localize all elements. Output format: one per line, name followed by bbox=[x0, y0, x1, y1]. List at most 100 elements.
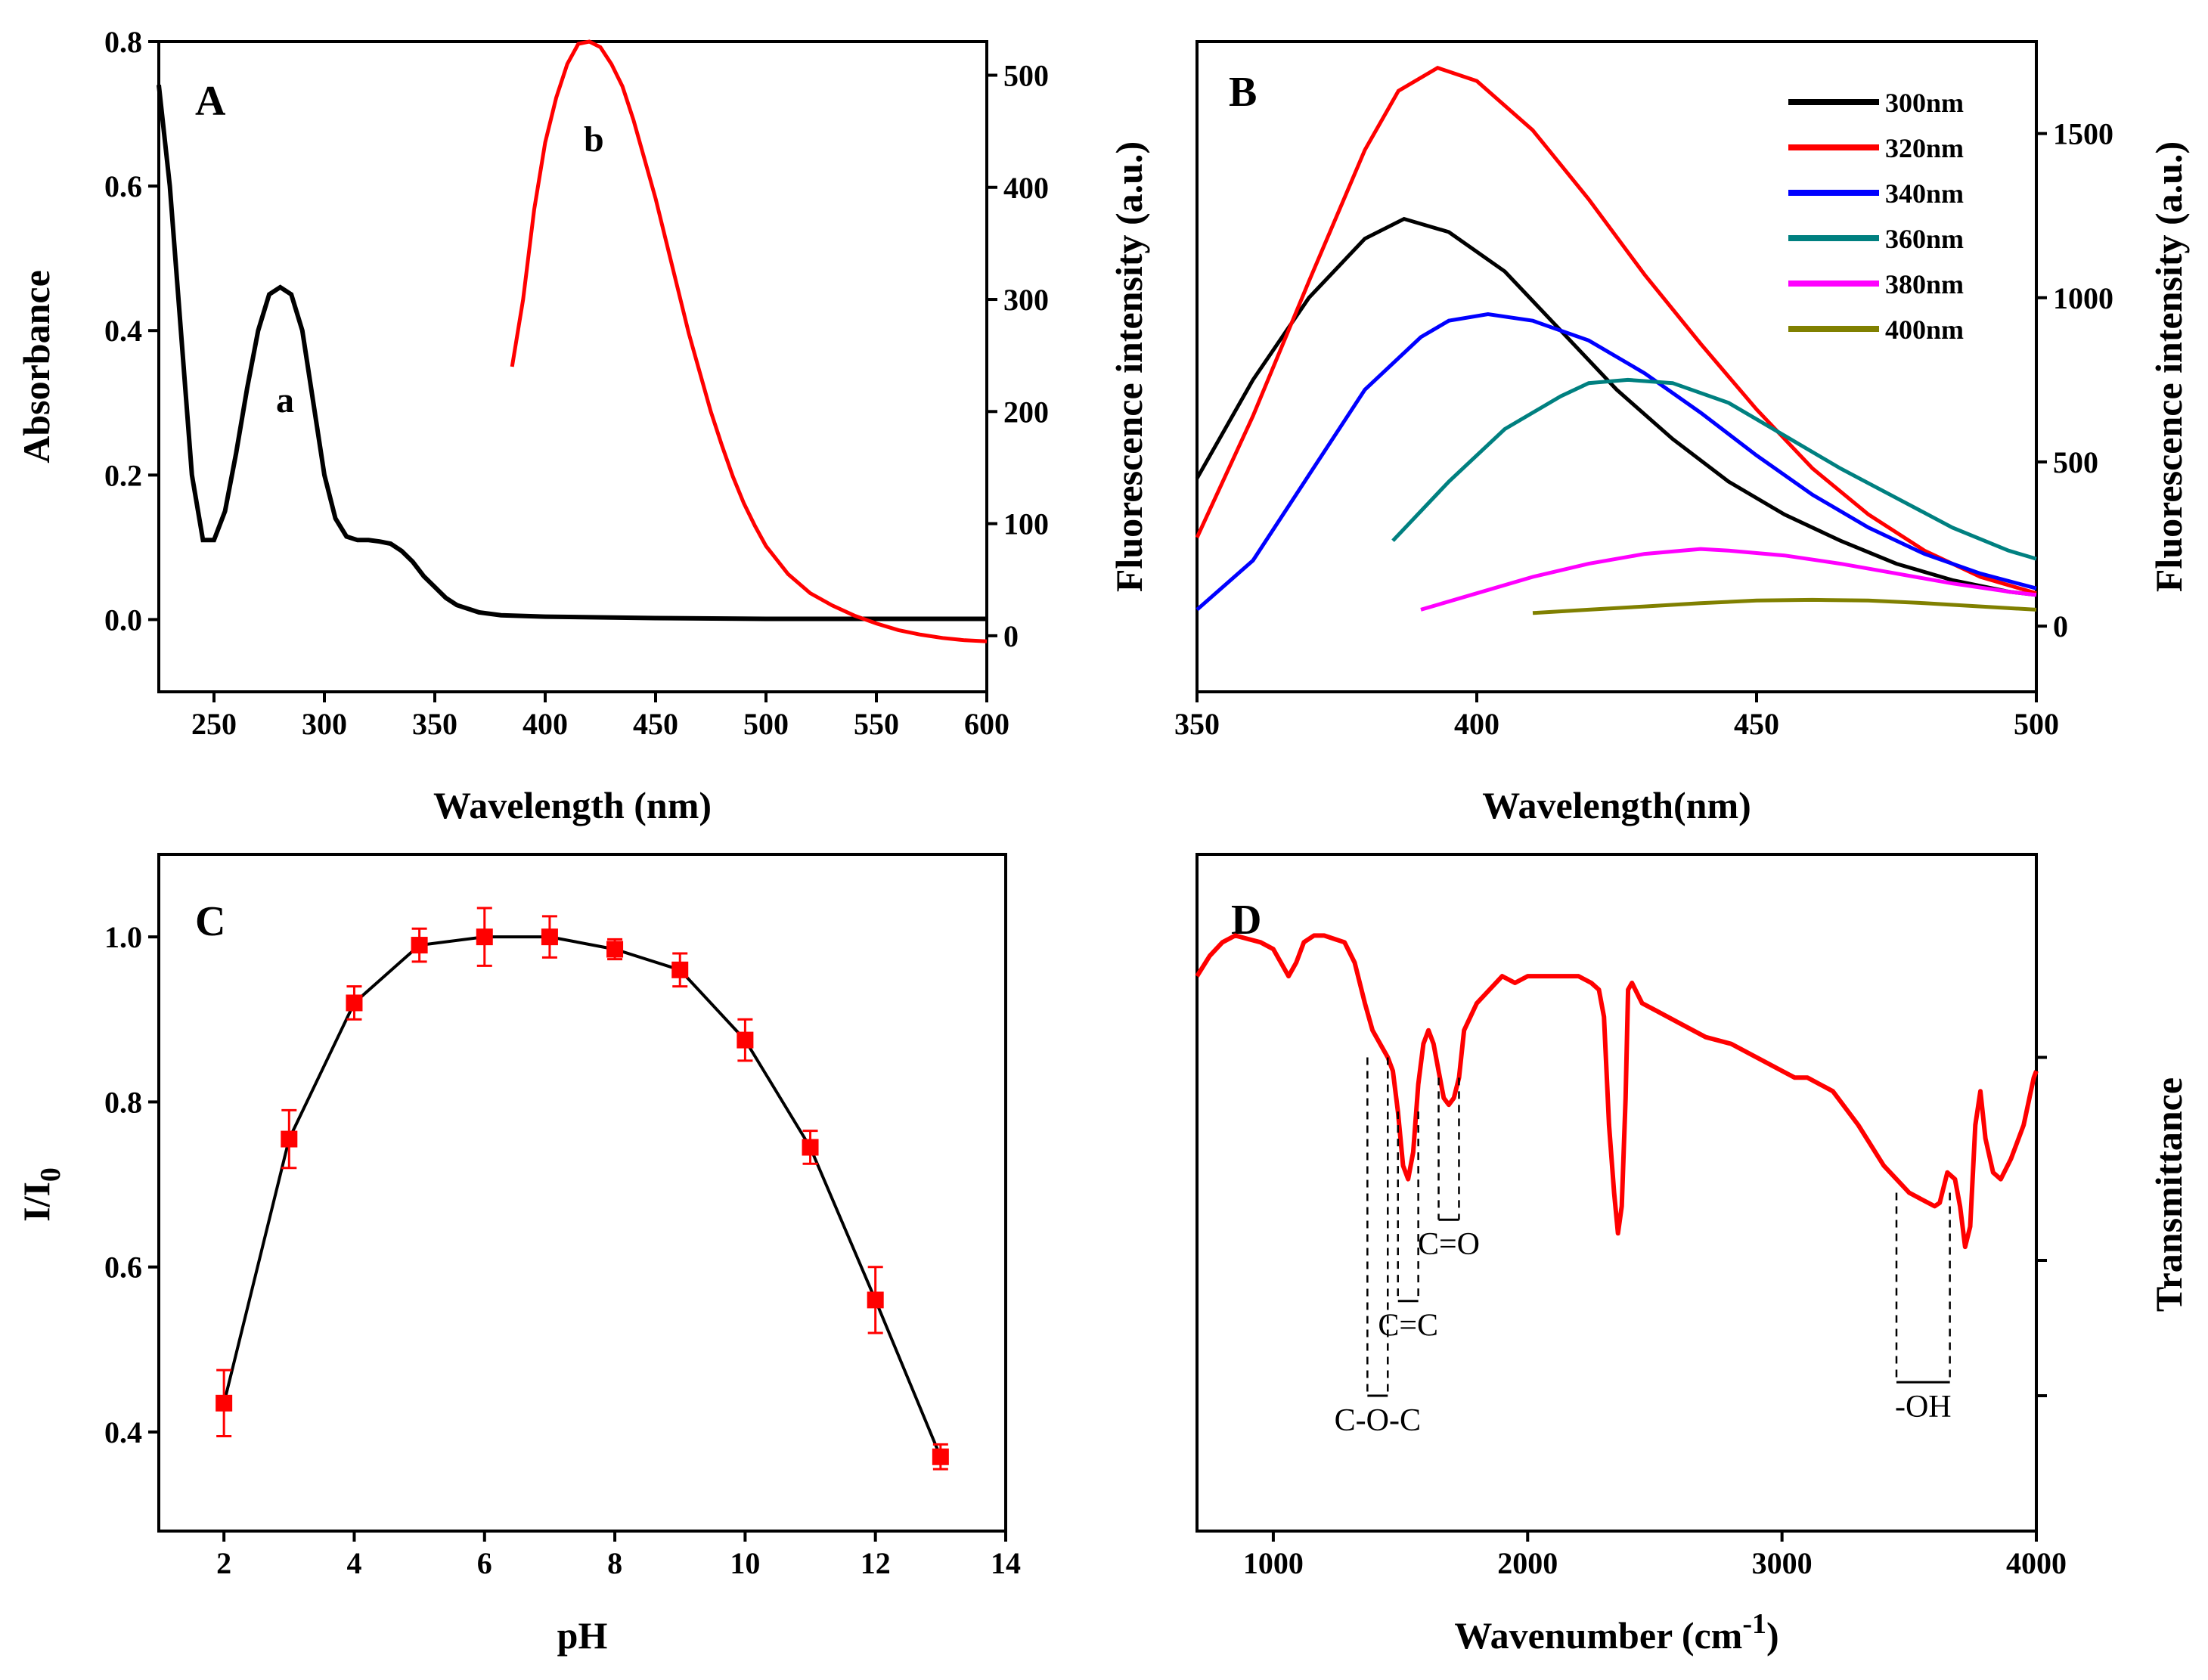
legend-label-340nm: 340nm bbox=[1885, 178, 1964, 209]
panel-d-xtick-label: 2000 bbox=[1497, 1546, 1558, 1580]
panel-a-curve-label-b: b bbox=[584, 119, 604, 160]
panel-a-left-ytick-label: 0.6 bbox=[104, 169, 142, 203]
panel-a-series-b-line bbox=[510, 39, 988, 643]
panel-a-left-ytick-label: 0.2 bbox=[104, 458, 142, 492]
panel-d-xlabel-sup: -1 bbox=[1742, 1608, 1766, 1640]
panel-c-xlabel: pH bbox=[557, 1614, 608, 1657]
panel-c-data-point bbox=[606, 941, 624, 958]
svg-text:I/I0: I/I0 bbox=[15, 1167, 67, 1222]
panel-c-data-point bbox=[541, 928, 558, 946]
legend-label-320nm: 320nm bbox=[1885, 133, 1964, 163]
panel-c-xtick-label: 6 bbox=[477, 1546, 492, 1580]
panel-b-xtick-label: 350 bbox=[1174, 707, 1220, 741]
panel-c-ytick-label: 0.6 bbox=[104, 1251, 142, 1285]
legend-label-400nm: 400nm bbox=[1885, 315, 1964, 345]
panel-b-right-ytick-label: 1500 bbox=[2053, 117, 2113, 151]
panel-c-ylabel-main: I/I bbox=[15, 1182, 57, 1222]
panel-c-data-point bbox=[216, 1394, 233, 1412]
panel-c-frame bbox=[157, 853, 1007, 1533]
panel-b-right-ytick-label: 0 bbox=[2053, 609, 2068, 643]
panel-a-series-a-line bbox=[157, 84, 987, 621]
panel-a-xtick-label: 600 bbox=[964, 707, 1009, 741]
panel-d-xtick-label: 1000 bbox=[1243, 1546, 1304, 1580]
panel-a-xtick-label: 450 bbox=[633, 707, 678, 741]
panel-d-xlabel-end: ) bbox=[1766, 1614, 1779, 1657]
panel-c-letter: C bbox=[195, 898, 225, 945]
panel-c-data-point bbox=[476, 928, 493, 946]
panel-a-frame bbox=[157, 40, 988, 693]
panel-a-xtick-label: 300 bbox=[302, 707, 347, 741]
panel-a: A Wavelength (nm) Absorbance Fluorescenc… bbox=[15, 25, 1150, 826]
panel-a-right-ytick-label: 500 bbox=[1003, 58, 1049, 92]
panel-b-series-340nm bbox=[1195, 312, 2037, 612]
panel-c-data-point bbox=[346, 994, 363, 1012]
panel-d-annot-label: -OH bbox=[1895, 1390, 1952, 1424]
panel-a-left-ytick-label: 0.0 bbox=[104, 603, 142, 637]
panel-c-ylabel: I/I0 bbox=[15, 1167, 67, 1222]
panel-a-right-ytick-label: 300 bbox=[1003, 283, 1049, 317]
panel-c-data-point bbox=[671, 961, 689, 978]
panel-b: B Wavelength(nm) Fluorescence intensity … bbox=[1174, 40, 2190, 826]
panel-a-curve-label-a: a bbox=[276, 380, 294, 420]
panel-b-xtick-label: 400 bbox=[1454, 707, 1499, 741]
panel-c-xtick-label: 14 bbox=[991, 1546, 1021, 1580]
panel-a-right-ytick-label: 0 bbox=[1003, 619, 1019, 653]
panel-b-series-360nm bbox=[1391, 377, 2037, 561]
panel-d-xtick-label: 3000 bbox=[1752, 1546, 1813, 1580]
panel-c-ytick-label: 1.0 bbox=[104, 920, 142, 954]
panel-a-right-ytick-label: 100 bbox=[1003, 507, 1049, 541]
panel-c-data-point bbox=[932, 1448, 949, 1465]
panel-d-frame bbox=[1195, 853, 2038, 1533]
panel-a-ylabel-right: Fluorescence intensity (a.u.) bbox=[1108, 141, 1150, 592]
panel-c-ylabel-sub: 0 bbox=[35, 1167, 67, 1182]
panel-c-xtick-label: 4 bbox=[346, 1546, 361, 1580]
panel-d-xlabel: Wavenumber (cm-1) bbox=[1454, 1608, 1778, 1657]
panel-c-line bbox=[222, 935, 942, 1458]
panel-b-frame bbox=[1195, 40, 2038, 693]
panel-a-xtick-label: 350 bbox=[412, 707, 457, 741]
panel-c-xtick-label: 12 bbox=[861, 1546, 891, 1580]
panel-d-xlabel-main: Wavenumber (cm bbox=[1454, 1614, 1742, 1657]
panel-a-right-ytick-label: 200 bbox=[1003, 395, 1049, 429]
panel-d-right-ticks bbox=[2036, 1055, 2047, 1397]
panel-d-annot-label: C=O bbox=[1418, 1227, 1480, 1262]
panel-a-right-ytick-label: 400 bbox=[1003, 171, 1049, 205]
panel-c-data-point bbox=[802, 1139, 819, 1156]
legend-label-300nm: 300nm bbox=[1885, 88, 1964, 118]
panel-a-left-ytick-label: 0.8 bbox=[104, 25, 142, 59]
panel-c-ytick-label: 0.4 bbox=[104, 1415, 142, 1449]
panel-b-xtick-label: 450 bbox=[1734, 707, 1779, 741]
panel-b-legend: 300nm 320nm 340nm 360nm 380nm 400nm bbox=[1788, 88, 1964, 345]
panel-c: C pH I/I0 2 4 6 8 10 12 14 0.4 0.6 0.8 1.0 bbox=[15, 853, 1021, 1657]
panel-a-xtick-label: 250 bbox=[191, 707, 237, 741]
panel-c-data-point bbox=[281, 1130, 298, 1148]
panel-b-letter: B bbox=[1229, 69, 1257, 116]
panel-d: D Wavenumber (cm-1) Transmittance 1000 20… bbox=[1195, 853, 2190, 1657]
panel-b-xtick-label: 500 bbox=[2014, 707, 2059, 741]
panel-d-ylabel-right: Transmittance bbox=[2148, 1077, 2190, 1312]
svg-text:Wavenumber (cm-1): Wavenumber (cm-1) bbox=[1454, 1608, 1778, 1657]
panel-a-ylabel-left: Absorbance bbox=[15, 270, 57, 463]
panel-c-xtick-label: 2 bbox=[216, 1546, 231, 1580]
panel-c-xtick-label: 10 bbox=[730, 1546, 760, 1580]
panel-b-right-ytick-label: 1000 bbox=[2053, 281, 2113, 315]
panel-d-annot-label: C-O-C bbox=[1335, 1403, 1421, 1438]
panel-a-left-ytick-label: 0.4 bbox=[104, 314, 142, 348]
panel-c-data-point bbox=[867, 1291, 884, 1309]
panel-a-xtick-label: 550 bbox=[854, 707, 899, 741]
panel-b-ylabel-right: Fluorescence intensity (a.u.) bbox=[2148, 141, 2190, 592]
panel-b-series-380nm bbox=[1420, 547, 2037, 612]
panel-b-right-ytick-label: 500 bbox=[2053, 445, 2098, 479]
panel-b-series-300nm bbox=[1195, 216, 2037, 597]
panel-c-ytick-label: 0.8 bbox=[104, 1085, 142, 1119]
panel-b-series-320nm bbox=[1195, 65, 2037, 596]
panel-b-xlabel: Wavelength(nm) bbox=[1482, 784, 1751, 826]
panel-a-xlabel: Wavelength (nm) bbox=[433, 784, 712, 826]
panel-a-xtick-label: 500 bbox=[743, 707, 789, 741]
panel-c-data-point bbox=[411, 937, 428, 954]
legend-label-360nm: 360nm bbox=[1885, 224, 1964, 254]
panel-c-xtick-label: 8 bbox=[607, 1546, 622, 1580]
panel-a-xtick-label: 400 bbox=[523, 707, 568, 741]
panel-c-data-point bbox=[737, 1031, 754, 1049]
